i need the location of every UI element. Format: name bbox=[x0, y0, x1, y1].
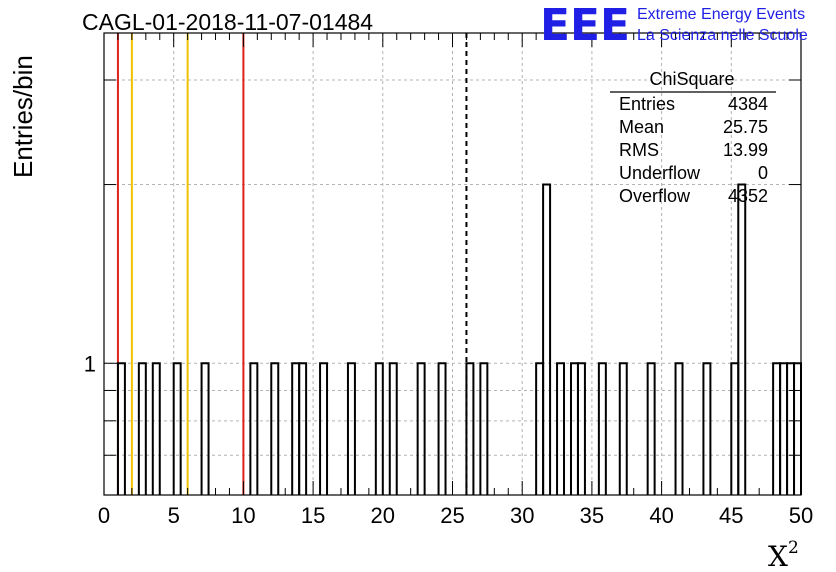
x-tick-label: 30 bbox=[510, 503, 534, 528]
x-axis-label: X2 bbox=[768, 538, 799, 572]
y-axis-label: Entries/bin bbox=[8, 55, 38, 178]
stats-row-value: 4384 bbox=[728, 94, 768, 114]
histogram-bin bbox=[479, 362, 489, 495]
histogram-bars bbox=[116, 183, 802, 495]
x-axis-ticks: 0 5 10 15 20 25 30 35 40 45 50 bbox=[98, 33, 813, 528]
histogram-bin bbox=[465, 362, 475, 495]
x-axis-label-main: X bbox=[768, 540, 788, 572]
x-tick-label: 20 bbox=[371, 503, 395, 528]
histogram-bin bbox=[151, 362, 161, 495]
histogram-bin bbox=[346, 362, 356, 495]
x-tick-label: 50 bbox=[789, 503, 813, 528]
stats-row-label: Underflow bbox=[619, 163, 701, 183]
histogram-bin bbox=[737, 183, 747, 495]
stats-row-label: Mean bbox=[619, 117, 664, 137]
histogram-bin bbox=[172, 362, 182, 495]
stats-row-value: 25.75 bbox=[723, 117, 768, 137]
histogram-bin bbox=[597, 362, 607, 495]
histogram-bin bbox=[646, 362, 656, 495]
histogram-bin bbox=[416, 362, 426, 495]
stats-row-value: 13.99 bbox=[723, 140, 768, 160]
y-tick-label: 1 bbox=[84, 351, 96, 376]
x-tick-label: 45 bbox=[719, 503, 743, 528]
histogram-bin bbox=[319, 362, 329, 495]
stats-row-value: 4352 bbox=[728, 186, 768, 206]
histogram-bin bbox=[388, 362, 398, 495]
chart-title: CAGL-01-2018-11-07-01484 bbox=[82, 9, 373, 35]
histogram-bin bbox=[618, 362, 628, 495]
histogram-bin bbox=[270, 362, 280, 495]
histogram-bin bbox=[200, 362, 210, 495]
histogram-bin bbox=[702, 362, 712, 495]
x-tick-label: 0 bbox=[98, 503, 110, 528]
eee-logo-line1: Extreme Energy Events bbox=[637, 6, 805, 23]
x-axis-label-superscript: 2 bbox=[788, 538, 799, 558]
y-axis-ticks: 1 bbox=[84, 79, 801, 456]
x-tick-label: 15 bbox=[301, 503, 325, 528]
histogram-bin bbox=[576, 362, 586, 495]
x-tick-label: 35 bbox=[580, 503, 604, 528]
stats-box-rows: Entries 4384 Mean 25.75 RMS 13.99 Underflow 0 Ov… bbox=[619, 94, 768, 206]
x-tick-label: 40 bbox=[649, 503, 673, 528]
x-tick-label: 10 bbox=[231, 503, 255, 528]
histogram-bin bbox=[556, 362, 566, 495]
stats-row-label: Entries bbox=[619, 94, 675, 114]
eee-logo-mark: EEE bbox=[540, 0, 630, 51]
histogram-bin bbox=[298, 362, 308, 495]
histogram-bin bbox=[542, 183, 552, 495]
histogram-bin bbox=[249, 362, 259, 495]
x-tick-label: 5 bbox=[168, 503, 180, 528]
stats-box-title: ChiSquare bbox=[649, 69, 734, 89]
histogram-bin bbox=[137, 362, 147, 495]
stats-row-label: RMS bbox=[619, 140, 659, 160]
stats-row-label: Overflow bbox=[619, 186, 691, 206]
histogram-bin bbox=[374, 362, 384, 495]
stats-row-value: 0 bbox=[758, 163, 768, 183]
stats-box: ChiSquare Entries 4384 Mean 25.75 RMS 13.99 Un… bbox=[610, 69, 776, 206]
histogram-bin bbox=[674, 362, 684, 495]
x-tick-label: 25 bbox=[440, 503, 464, 528]
eee-logo-line2: La Scienza nelle Scuole bbox=[637, 27, 808, 44]
eee-logo: EEE Extreme Energy Events La Scienza nel… bbox=[540, 0, 808, 51]
histogram-bin bbox=[437, 362, 447, 495]
